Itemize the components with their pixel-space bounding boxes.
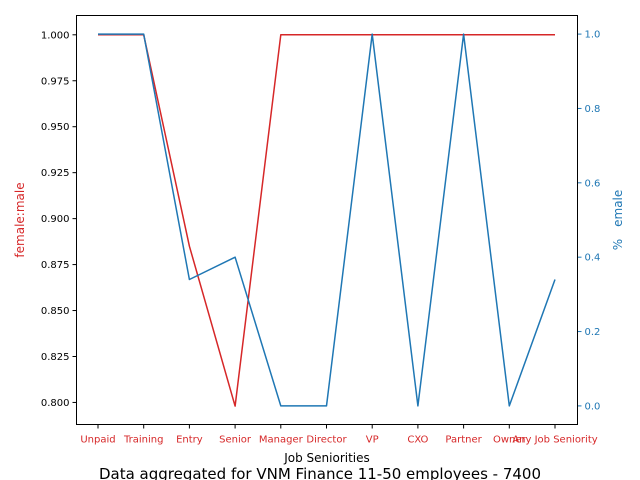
x-axis: Unpaid Training Entry Senior Manager Director… — [80, 424, 598, 446]
x-tick-label: Entry — [176, 435, 203, 446]
x-tick-label: Director — [306, 435, 347, 446]
x-tick-label: Partner — [445, 435, 482, 446]
right-y-tick-label: 1.0 — [585, 30, 601, 41]
right-y-tick-label: 0.4 — [585, 253, 601, 264]
x-tick-label: Any Job Seniority — [512, 435, 597, 446]
x-tick-label: Manager — [259, 435, 304, 446]
left-y-tick-label: 0.825 — [41, 352, 70, 363]
series-line-percent-female — [98, 33, 556, 407]
left-y-tick-label: 0.850 — [41, 306, 70, 317]
x-axis-label: Job Seniorities — [283, 451, 370, 465]
left-y-tick-label: 0.900 — [41, 214, 70, 225]
left-y-tick-label: 0.975 — [41, 76, 70, 87]
x-tick-label: Training — [123, 435, 163, 446]
right-y-tick-label: 0.6 — [585, 178, 601, 189]
x-tick-label: VP — [366, 435, 379, 446]
x-tick-label: Owner — [493, 435, 527, 446]
left-y-axis: 0.800 0.825 0.850 0.875 0.900 0.925 0.950 0.975… — [41, 30, 77, 409]
right-y-tick-label: 0.0 — [585, 401, 601, 412]
x-tick-label: Unpaid — [80, 435, 115, 446]
series-line-female-male-ratio — [98, 34, 555, 407]
left-y-tick-label: 0.800 — [41, 398, 70, 409]
right-y-axis-label: % emale — [611, 190, 625, 251]
right-y-tick-label: 0.2 — [585, 327, 601, 338]
left-y-tick-label: 0.875 — [41, 260, 70, 271]
x-tick-label: Senior — [219, 435, 252, 446]
plot-area — [98, 33, 556, 407]
right-y-tick-label: 0.8 — [585, 104, 601, 115]
chart-title: Data aggregated for VNM Finance 11-50 em… — [99, 465, 541, 480]
plot-frame — [76, 15, 578, 425]
right-y-axis: 0.0 0.2 0.4 0.6 0.8 1.0 — [577, 30, 601, 412]
left-y-axis-label: female:male — [13, 182, 27, 257]
left-y-tick-label: 1.000 — [41, 30, 70, 41]
left-y-tick-label: 0.925 — [41, 168, 70, 179]
x-tick-label: CXO — [407, 435, 428, 446]
left-y-tick-label: 0.950 — [41, 122, 70, 133]
